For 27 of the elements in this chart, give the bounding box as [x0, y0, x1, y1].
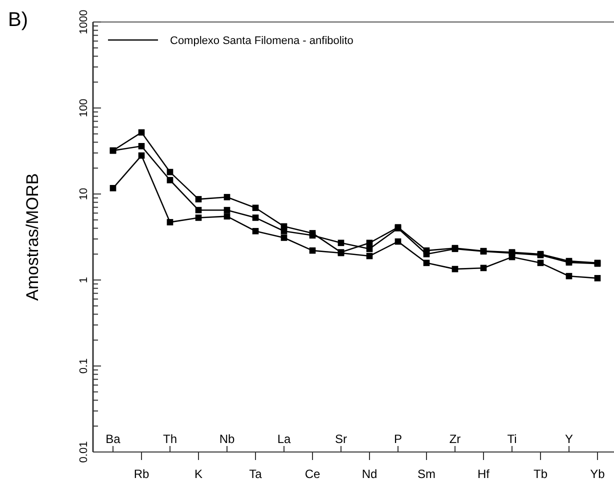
x-tick-label: K — [194, 467, 203, 481]
y-tick-label: 10 — [78, 188, 90, 200]
x-tick-label: Yb — [590, 467, 606, 481]
x-tick-label: Zr — [449, 432, 461, 446]
x-tick-label: Ta — [249, 467, 262, 481]
x-tick-label: Nd — [362, 467, 378, 481]
x-tick-label: Sm — [418, 467, 436, 481]
x-tick-label: Ti — [507, 432, 517, 446]
x-tick-label: Ce — [304, 467, 320, 481]
x-tick-label: La — [277, 432, 291, 446]
x-tick-label: Rb — [134, 467, 150, 481]
y-tick-label: 100 — [78, 98, 90, 118]
x-tick-label: Th — [162, 432, 178, 446]
y-tick-label: 0.1 — [78, 358, 90, 374]
legend-label: Complexo Santa Filomena - anfibolito — [170, 35, 354, 47]
x-tick-label: Ba — [106, 432, 121, 446]
x-tick-label: Sr — [335, 432, 348, 446]
y-tick-label: 1 — [78, 276, 90, 284]
x-tick-label: Hf — [478, 467, 490, 481]
y-axis-title: Amostras/MORB — [23, 173, 42, 301]
chart-title: B) — [8, 9, 28, 31]
x-tick-label: Tb — [533, 467, 548, 481]
y-tick-label: 0.01 — [78, 441, 90, 463]
y-tick-label: 1000 — [78, 10, 90, 34]
x-tick-label: Nb — [219, 432, 235, 446]
x-tick-label: Y — [564, 432, 574, 446]
x-tick-label: P — [394, 432, 402, 446]
